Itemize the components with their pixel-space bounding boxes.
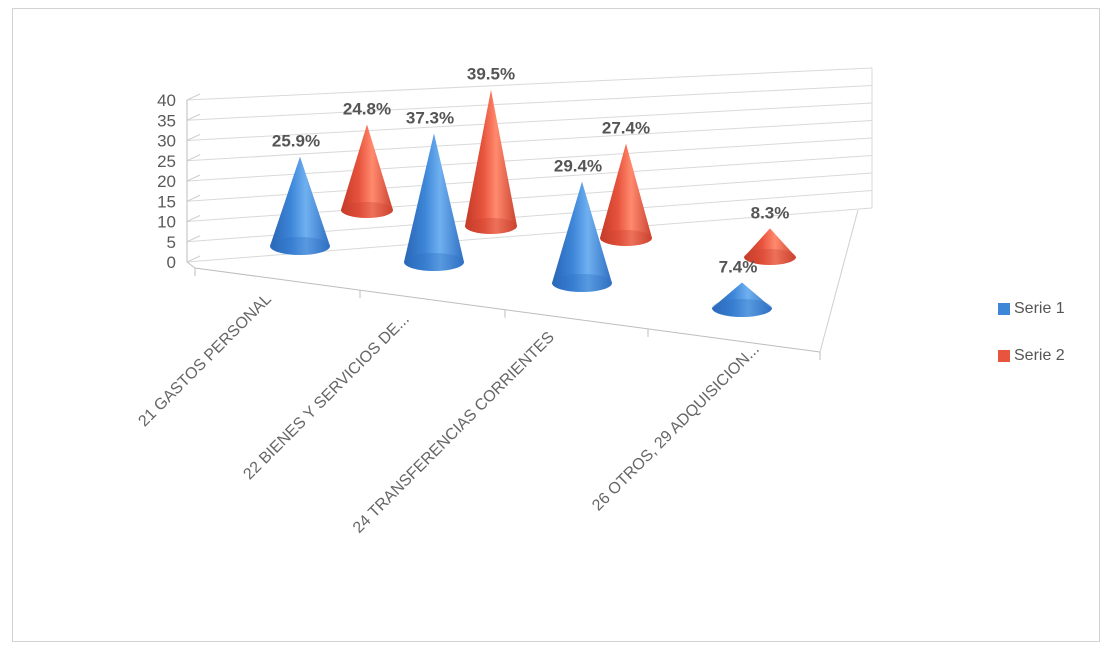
y-tick-label: 25	[157, 152, 176, 171]
cone-serie-1	[552, 181, 612, 292]
cone-serie-1	[712, 282, 772, 317]
side-gridline	[186, 154, 201, 162]
legend-swatch-serie-2	[998, 350, 1010, 362]
data-label: 37.3%	[406, 108, 454, 127]
y-tick-label: 20	[157, 172, 176, 191]
data-label: 39.5%	[467, 65, 515, 84]
data-labels: 24.8% 39.5% 27.4% 8.3% 25.9% 37.3% 29.4% 7.4%	[272, 65, 789, 277]
gridline	[186, 102, 873, 141]
gridline	[186, 85, 873, 121]
legend-item-serie-1: Serie 1	[998, 298, 1065, 320]
floor-right-edge	[819, 209, 859, 353]
side-gridline	[186, 194, 201, 202]
cone-serie-1	[404, 133, 464, 271]
side-gridline	[186, 235, 201, 243]
x-category-label: 21 GASTOS PERSONAL	[135, 291, 275, 431]
data-label: 27.4%	[602, 118, 650, 137]
side-gridline	[186, 255, 201, 263]
data-label: 8.3%	[751, 203, 790, 222]
side-gridline	[186, 113, 201, 121]
cone-serie-2	[744, 228, 796, 265]
data-label: 24.8%	[343, 99, 391, 118]
y-tick-label: 30	[157, 132, 176, 151]
y-tick-label: 0	[167, 253, 176, 272]
data-label: 29.4%	[554, 157, 602, 176]
cone-serie-1	[270, 156, 330, 255]
legend-item-serie-2: Serie 2	[998, 345, 1065, 367]
side-gridline	[186, 174, 201, 182]
y-tick-label: 10	[157, 213, 176, 232]
x-axis-line	[194, 267, 821, 353]
y-tick-label: 15	[157, 192, 176, 211]
x-category-label: 26 OTROS, 29 ADQUISICION...	[589, 341, 763, 515]
cone-serie-2	[465, 89, 517, 234]
x-category-label: 22 BIENES Y SERVICIOS DE...	[240, 311, 412, 483]
legend: Serie 1 Serie 2	[998, 298, 1065, 392]
side-gridline	[186, 215, 201, 222]
legend-swatch-serie-1	[998, 303, 1010, 315]
cones	[270, 89, 796, 317]
cone-serie-2	[600, 143, 652, 246]
floor-left-edge	[186, 261, 196, 269]
cone-serie-2	[341, 124, 393, 218]
side-gridline	[186, 93, 201, 101]
x-category-label: 24 TRANSFERENCIAS CORRIENTES	[350, 329, 558, 537]
data-label: 25.9%	[272, 132, 320, 151]
data-label: 7.4%	[719, 257, 758, 276]
y-tick-label: 40	[157, 91, 176, 110]
chart-frame	[12, 8, 1100, 642]
legend-label-serie-2: Serie 2	[1014, 347, 1065, 364]
legend-label-serie-1: Serie 1	[1014, 300, 1065, 317]
side-gridline	[186, 134, 201, 141]
gridline	[186, 67, 873, 101]
gridline	[186, 120, 873, 162]
y-tick-label: 35	[157, 111, 176, 130]
y-tick-label: 5	[167, 233, 176, 252]
